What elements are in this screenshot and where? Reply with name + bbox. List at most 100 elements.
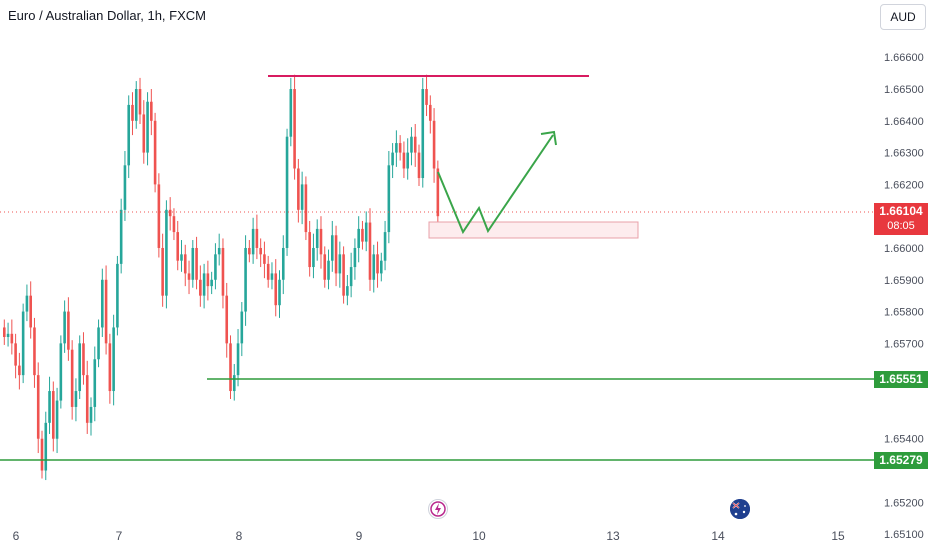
candle[interactable] bbox=[217, 233, 221, 266]
candle[interactable] bbox=[44, 411, 48, 481]
candle[interactable] bbox=[36, 362, 40, 454]
candle[interactable] bbox=[274, 259, 278, 317]
candle[interactable] bbox=[93, 346, 97, 422]
candle[interactable] bbox=[312, 233, 315, 279]
candle[interactable] bbox=[421, 77, 425, 188]
candle[interactable] bbox=[376, 241, 379, 288]
candle[interactable] bbox=[67, 297, 70, 361]
candle[interactable] bbox=[142, 100, 146, 164]
candle[interactable] bbox=[372, 244, 376, 293]
candle[interactable] bbox=[361, 220, 364, 250]
candle[interactable] bbox=[33, 317, 36, 388]
candle[interactable] bbox=[63, 300, 66, 353]
candle[interactable] bbox=[300, 171, 304, 225]
candle[interactable] bbox=[134, 81, 138, 129]
candle[interactable] bbox=[232, 364, 236, 401]
candle[interactable] bbox=[398, 135, 402, 161]
candle[interactable] bbox=[180, 240, 183, 272]
candle[interactable] bbox=[357, 216, 360, 263]
candle[interactable] bbox=[251, 217, 255, 264]
candle[interactable] bbox=[112, 314, 115, 406]
candle[interactable] bbox=[338, 241, 342, 288]
candle[interactable] bbox=[221, 238, 225, 309]
currency-button[interactable]: AUD bbox=[880, 4, 926, 30]
candle[interactable] bbox=[14, 333, 17, 379]
candle[interactable] bbox=[289, 77, 293, 147]
candle[interactable] bbox=[123, 151, 127, 221]
candle[interactable] bbox=[150, 89, 153, 136]
candle[interactable] bbox=[55, 387, 59, 454]
candle[interactable] bbox=[85, 360, 89, 434]
candle[interactable] bbox=[78, 335, 81, 399]
candle[interactable] bbox=[210, 271, 213, 295]
candle[interactable] bbox=[176, 220, 180, 271]
candle[interactable] bbox=[346, 275, 349, 306]
candle[interactable] bbox=[383, 220, 387, 271]
candle[interactable] bbox=[327, 249, 330, 290]
candle[interactable] bbox=[297, 158, 300, 223]
candle[interactable] bbox=[391, 143, 394, 179]
candle[interactable] bbox=[3, 319, 6, 345]
candle[interactable] bbox=[285, 128, 289, 256]
candle[interactable] bbox=[244, 235, 247, 326]
candle[interactable] bbox=[225, 282, 229, 358]
candle[interactable] bbox=[315, 219, 319, 261]
candle[interactable] bbox=[21, 303, 25, 384]
demand-zone-box[interactable] bbox=[428, 221, 639, 239]
candle[interactable] bbox=[410, 127, 413, 166]
candle[interactable] bbox=[146, 92, 149, 166]
candle[interactable] bbox=[101, 268, 104, 337]
candle[interactable] bbox=[308, 220, 311, 277]
candle[interactable] bbox=[119, 198, 123, 274]
candle[interactable] bbox=[187, 260, 191, 295]
candle[interactable] bbox=[165, 200, 168, 309]
candle[interactable] bbox=[172, 208, 176, 241]
candle[interactable] bbox=[25, 284, 29, 322]
lightning-icon[interactable] bbox=[428, 499, 448, 519]
candle[interactable] bbox=[240, 302, 244, 357]
candle[interactable] bbox=[18, 352, 21, 390]
candle[interactable] bbox=[417, 144, 421, 186]
candle[interactable] bbox=[259, 238, 262, 268]
australia-flag-icon[interactable] bbox=[730, 499, 750, 519]
candle[interactable] bbox=[266, 255, 270, 288]
candle[interactable] bbox=[342, 246, 345, 304]
candle[interactable] bbox=[6, 322, 10, 347]
candle[interactable] bbox=[195, 236, 198, 290]
candle[interactable] bbox=[368, 208, 372, 291]
candlestick-series[interactable] bbox=[3, 74, 440, 481]
candle[interactable] bbox=[40, 430, 44, 479]
candle[interactable] bbox=[89, 397, 93, 436]
candle[interactable] bbox=[199, 265, 202, 307]
candle[interactable] bbox=[353, 238, 357, 280]
candle[interactable] bbox=[319, 216, 323, 269]
candle[interactable] bbox=[168, 197, 172, 231]
candle[interactable] bbox=[270, 262, 274, 290]
candle[interactable] bbox=[413, 123, 417, 167]
candle[interactable] bbox=[387, 151, 391, 244]
candle[interactable] bbox=[74, 378, 78, 422]
candle[interactable] bbox=[214, 243, 217, 290]
candle[interactable] bbox=[395, 130, 398, 167]
candle[interactable] bbox=[48, 376, 51, 434]
candle[interactable] bbox=[138, 77, 142, 124]
candle[interactable] bbox=[108, 333, 112, 404]
candle[interactable] bbox=[70, 340, 74, 420]
candle[interactable] bbox=[425, 74, 428, 117]
candle[interactable] bbox=[153, 112, 157, 193]
candle[interactable] bbox=[116, 255, 119, 336]
candle[interactable] bbox=[59, 335, 63, 409]
candle[interactable] bbox=[161, 233, 164, 307]
candle[interactable] bbox=[293, 74, 296, 180]
candle[interactable] bbox=[157, 173, 161, 258]
candle[interactable] bbox=[334, 225, 338, 287]
candle[interactable] bbox=[202, 263, 206, 309]
projection-path[interactable] bbox=[437, 134, 554, 235]
candle[interactable] bbox=[52, 381, 55, 452]
candle[interactable] bbox=[248, 240, 251, 263]
candle[interactable] bbox=[432, 108, 436, 183]
candle[interactable] bbox=[323, 246, 327, 288]
candle[interactable] bbox=[10, 319, 14, 355]
candle[interactable] bbox=[263, 241, 266, 279]
